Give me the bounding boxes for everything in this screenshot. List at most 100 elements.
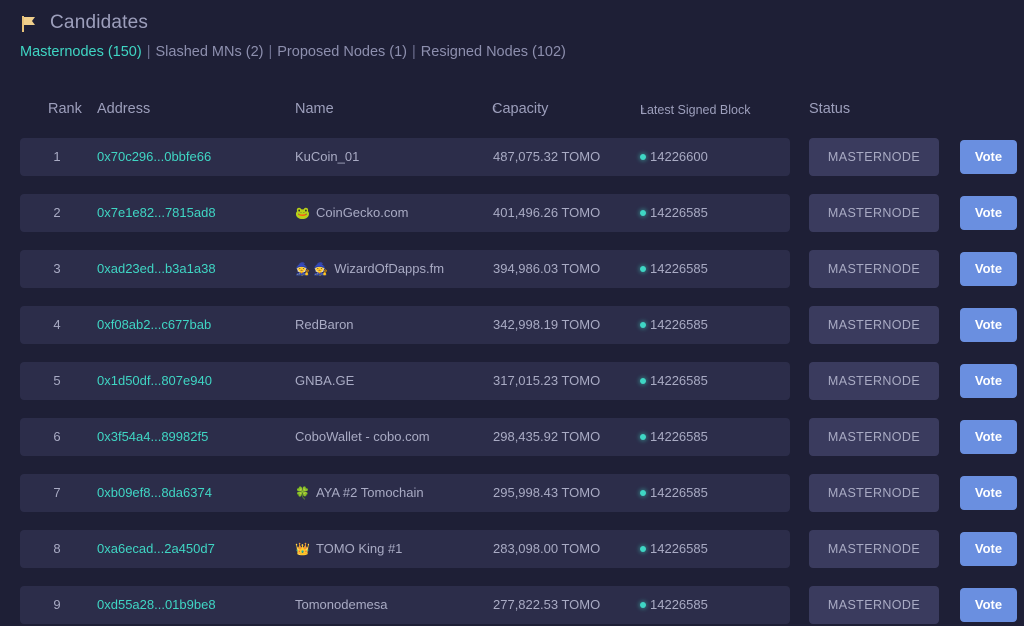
vote-button[interactable]: Vote [960,364,1017,398]
capacity-cell: 342,998.19 TOMO [493,317,601,332]
rank-cell: 5 [53,373,61,388]
table-row: 2 0x7e1e82...7815ad8 🐸 CoinGecko.com 401,496… [0,194,1024,232]
latest-block-value: 14226585 [650,485,708,500]
row-background [20,250,790,288]
latest-block-value: 14226585 [650,429,708,444]
address-link[interactable]: 0x1d50df...807e940 [97,373,212,388]
address-link[interactable]: 0xa6ecad...2a450d7 [97,541,215,556]
latest-block-cell: 14226585 [640,586,708,624]
capacity-cell: 277,822.53 TOMO [493,597,601,612]
online-status-dot-icon [640,602,646,608]
table-header: Rank Address Name ↕ Capacity ↕ Latest Sign… [0,101,1024,119]
address-link[interactable]: 0x3f54a4...89982f5 [97,429,209,444]
rank-cell: 7 [53,485,61,500]
vote-button[interactable]: Vote [960,588,1017,622]
status-badge: MASTERNODE [809,138,939,176]
name-cell: 👑 TOMO King #1 [295,530,402,568]
capacity-cell: 317,015.23 TOMO [493,373,601,388]
latest-block-cell: 14226585 [640,474,708,512]
capacity-cell: 283,098.00 TOMO [493,541,601,556]
latest-block-cell: 14226585 [640,194,708,232]
capacity-cell: 401,496.26 TOMO [493,205,601,220]
status-badge: MASTERNODE [809,250,939,288]
latest-block-value: 14226585 [650,597,708,612]
address-link[interactable]: 0xd55a28...01b9be8 [97,597,216,612]
candidate-name: KuCoin_01 [295,149,360,164]
name-emoji-icon: 🧙 🧙 [295,262,329,276]
tab-proposed-nodes[interactable]: Proposed Nodes (1) [277,44,408,60]
status-badge: MASTERNODE [809,306,939,344]
online-status-dot-icon [640,322,646,328]
latest-block-cell: 14226585 [640,418,708,456]
filter-tabs: Masternodes (150) | Slashed MNs (2) | Propos… [20,44,566,60]
vote-button[interactable]: Vote [960,196,1017,230]
column-header-address: Address [97,101,151,117]
name-cell: Tomonodemesa [295,586,388,624]
online-status-dot-icon [640,490,646,496]
address-link[interactable]: 0x7e1e82...7815ad8 [97,205,216,220]
vote-button[interactable]: Vote [960,308,1017,342]
address-link[interactable]: 0xad23ed...b3a1a38 [97,261,216,276]
rank-cell: 9 [53,597,61,612]
name-cell: GNBA.GE [295,362,354,400]
status-badge: MASTERNODE [809,586,939,624]
vote-button[interactable]: Vote [960,140,1017,174]
table-row: 4 0xf08ab2...c677bab RedBaron 342,998.19 TO… [0,306,1024,344]
address-link[interactable]: 0x70c296...0bbfe66 [97,149,212,164]
candidate-name: TOMO King #1 [315,541,403,556]
tab-resigned-nodes[interactable]: Resigned Nodes (102) [420,44,566,60]
latest-block-value: 14226585 [650,373,708,388]
rank-cell: 6 [53,429,61,444]
row-background [20,474,790,512]
vote-button[interactable]: Vote [960,420,1017,454]
vote-button[interactable]: Vote [960,252,1017,286]
online-status-dot-icon [640,434,646,440]
candidate-name: CoboWallet - cobo.com [295,429,430,444]
column-header-capacity-label: Capacity [492,101,549,117]
address-link[interactable]: 0xb09ef8...8da6374 [97,485,212,500]
candidate-name: RedBaron [295,317,354,332]
tab-slashed-mns[interactable]: Slashed MNs (2) [155,44,264,60]
table-row: 9 0xd55a28...01b9be8 Tomonodemesa 277,822.5… [0,586,1024,624]
name-emoji-icon: 👑 [295,542,310,556]
table-row: 3 0xad23ed...b3a1a38 🧙 🧙 WizardOfDapps.fm 39… [0,250,1024,288]
name-emoji-icon: 🐸 [295,206,310,220]
rank-cell: 2 [53,205,61,220]
rank-cell: 8 [53,541,61,556]
address-link[interactable]: 0xf08ab2...c677bab [97,317,212,332]
latest-block-cell: 14226585 [640,250,708,288]
status-badge: MASTERNODE [809,474,939,512]
status-badge: MASTERNODE [809,362,939,400]
online-status-dot-icon [640,154,646,160]
name-cell: KuCoin_01 [295,138,359,176]
page-header: Candidates [20,12,148,34]
tab-masternodes[interactable]: Masternodes (150) [20,44,142,60]
row-background [20,138,790,176]
candidate-name: CoinGecko.com [315,205,409,220]
vote-button[interactable]: Vote [960,476,1017,510]
tab-separator: | [412,44,416,60]
latest-block-cell: 14226585 [640,530,708,568]
column-header-rank: Rank [48,101,82,117]
capacity-cell: 394,986.03 TOMO [493,261,601,276]
latest-block-value: 14226585 [650,317,708,332]
rank-cell: 1 [53,149,61,164]
online-status-dot-icon [640,378,646,384]
status-badge: MASTERNODE [809,194,939,232]
flag-icon [22,15,35,32]
row-background [20,418,790,456]
row-background [20,194,790,232]
name-cell: 🧙 🧙 WizardOfDapps.fm [295,250,444,288]
tab-separator: | [146,44,151,60]
latest-block-value: 14226585 [650,541,708,556]
latest-block-cell: 14226585 [640,306,708,344]
online-status-dot-icon [640,266,646,272]
vote-button[interactable]: Vote [960,532,1017,566]
page-title: Candidates [50,12,149,33]
online-status-dot-icon [640,210,646,216]
table-row: 5 0x1d50df...807e940 GNBA.GE 317,015.23 TOM… [0,362,1024,400]
row-background [20,362,790,400]
rank-cell: 3 [53,261,61,276]
name-cell: 🐸 CoinGecko.com [295,194,408,232]
latest-block-value: 14226585 [650,261,708,276]
